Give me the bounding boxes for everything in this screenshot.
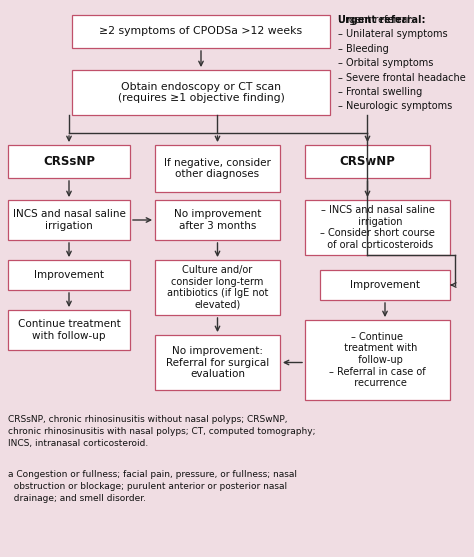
Text: – Continue
  treatment with
  follow-up
– Referral in case of
  recurrence: – Continue treatment with follow-up – Re… <box>329 332 426 388</box>
Text: Improvement: Improvement <box>350 280 420 290</box>
Text: a Congestion or fullness; facial pain, pressure, or fullness; nasal
  obstructio: a Congestion or fullness; facial pain, p… <box>8 470 297 502</box>
Text: No improvement
after 3 months: No improvement after 3 months <box>174 209 261 231</box>
Text: Obtain endoscopy or CT scan
(requires ≥1 objective finding): Obtain endoscopy or CT scan (requires ≥1… <box>118 82 284 103</box>
FancyBboxPatch shape <box>155 200 280 240</box>
FancyBboxPatch shape <box>305 200 450 255</box>
Text: CRSwNP: CRSwNP <box>339 155 395 168</box>
Text: Continue treatment
with follow-up: Continue treatment with follow-up <box>18 319 120 341</box>
Text: Improvement: Improvement <box>34 270 104 280</box>
FancyBboxPatch shape <box>155 335 280 390</box>
FancyBboxPatch shape <box>305 320 450 400</box>
Text: CRSsNP: CRSsNP <box>43 155 95 168</box>
Text: If negative, consider
other diagnoses: If negative, consider other diagnoses <box>164 158 271 179</box>
FancyBboxPatch shape <box>305 145 430 178</box>
FancyBboxPatch shape <box>8 260 130 290</box>
Text: ≥2 symptoms of CPODSa >12 weeks: ≥2 symptoms of CPODSa >12 weeks <box>100 27 302 37</box>
Text: INCS and nasal saline
irrigation: INCS and nasal saline irrigation <box>13 209 126 231</box>
Text: Urgent referral:
– Unilateral symptoms
– Bleeding
– Orbital symptoms
– Severe fr: Urgent referral: – Unilateral symptoms –… <box>338 15 466 111</box>
FancyBboxPatch shape <box>155 145 280 192</box>
Text: No improvement:
Referral for surgical
evaluation: No improvement: Referral for surgical ev… <box>166 346 269 379</box>
FancyBboxPatch shape <box>8 200 130 240</box>
FancyBboxPatch shape <box>155 260 280 315</box>
FancyBboxPatch shape <box>320 270 450 300</box>
Text: – INCS and nasal saline
  irrigation
– Consider short course
  of oral corticost: – INCS and nasal saline irrigation – Con… <box>320 205 435 250</box>
FancyBboxPatch shape <box>72 70 330 115</box>
Text: Culture and/or
consider long-term
antibiotics (if IgE not
elevated): Culture and/or consider long-term antibi… <box>167 265 268 310</box>
FancyBboxPatch shape <box>8 145 130 178</box>
FancyBboxPatch shape <box>8 310 130 350</box>
Text: CRSsNP, chronic rhinosinusitis without nasal polyps; CRSwNP,
chronic rhinosinusi: CRSsNP, chronic rhinosinusitis without n… <box>8 415 316 448</box>
Text: Urgent referral:: Urgent referral: <box>338 15 426 25</box>
FancyBboxPatch shape <box>72 15 330 48</box>
